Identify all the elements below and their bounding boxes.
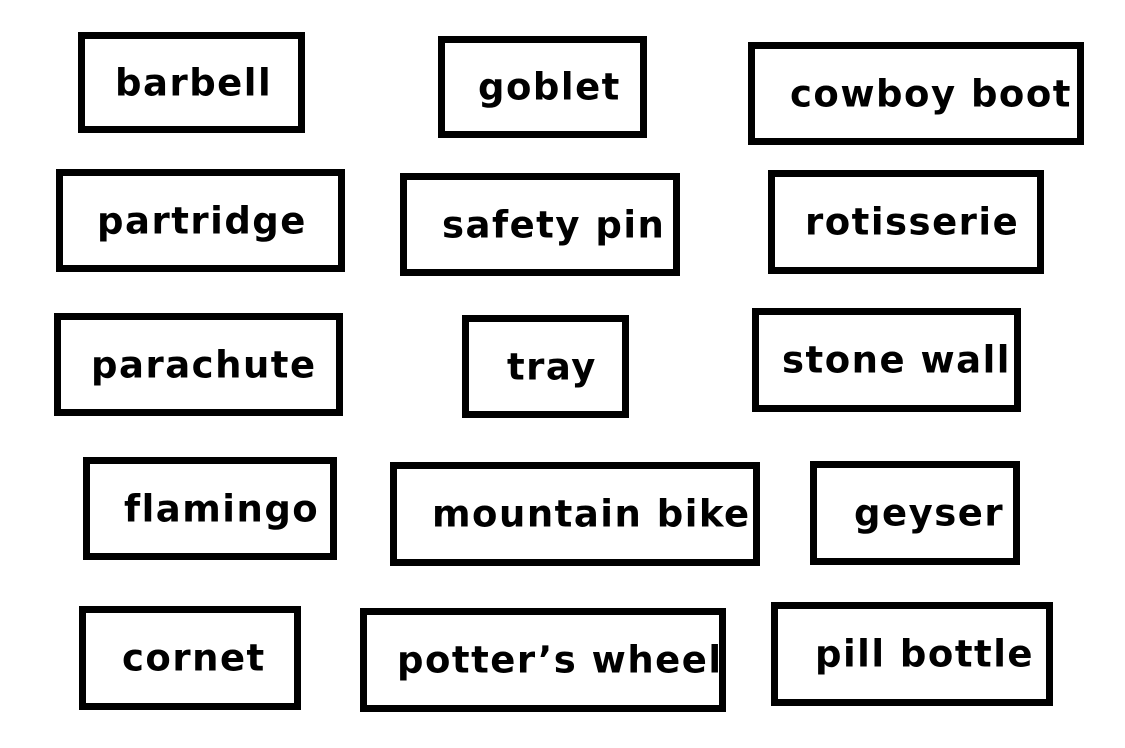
label-text: cowboy boot bbox=[790, 72, 1072, 115]
label-box-tray: tray bbox=[462, 315, 629, 418]
label-text: tray bbox=[507, 345, 597, 388]
label-text: partridge bbox=[97, 199, 307, 242]
label-text: barbell bbox=[115, 61, 273, 104]
label-box-cowboy-boot: cowboy boot bbox=[748, 42, 1084, 145]
label-box-safety-pin: safety pin bbox=[400, 173, 680, 276]
label-box-mountain-bike: mountain bike bbox=[390, 462, 760, 566]
label-text: stone wall bbox=[782, 338, 1011, 382]
label-text: flamingo bbox=[124, 487, 320, 530]
label-text: geyser bbox=[854, 491, 1005, 535]
label-text: mountain bike bbox=[432, 492, 751, 536]
label-box-cornet: cornet bbox=[79, 606, 301, 710]
label-text: cornet bbox=[122, 636, 266, 680]
label-box-potters-wheel: potter’s wheel bbox=[360, 608, 726, 712]
label-text: parachute bbox=[91, 343, 317, 386]
label-box-pill-bottle: pill bottle bbox=[771, 602, 1053, 706]
label-box-barbell: barbell bbox=[78, 32, 305, 133]
label-text: safety pin bbox=[442, 203, 666, 246]
label-text: goblet bbox=[478, 65, 621, 109]
label-box-goblet: goblet bbox=[438, 36, 647, 138]
label-box-stone-wall: stone wall bbox=[752, 308, 1021, 412]
label-box-geyser: geyser bbox=[810, 461, 1020, 565]
label-text: rotisserie bbox=[805, 200, 1020, 244]
label-box-flamingo: flamingo bbox=[83, 457, 337, 560]
label-box-partridge: partridge bbox=[56, 169, 345, 272]
label-text: pill bottle bbox=[815, 632, 1034, 676]
label-box-parachute: parachute bbox=[54, 313, 343, 416]
label-box-rotisserie: rotisserie bbox=[768, 170, 1044, 274]
label-text: potter’s wheel bbox=[397, 638, 723, 682]
